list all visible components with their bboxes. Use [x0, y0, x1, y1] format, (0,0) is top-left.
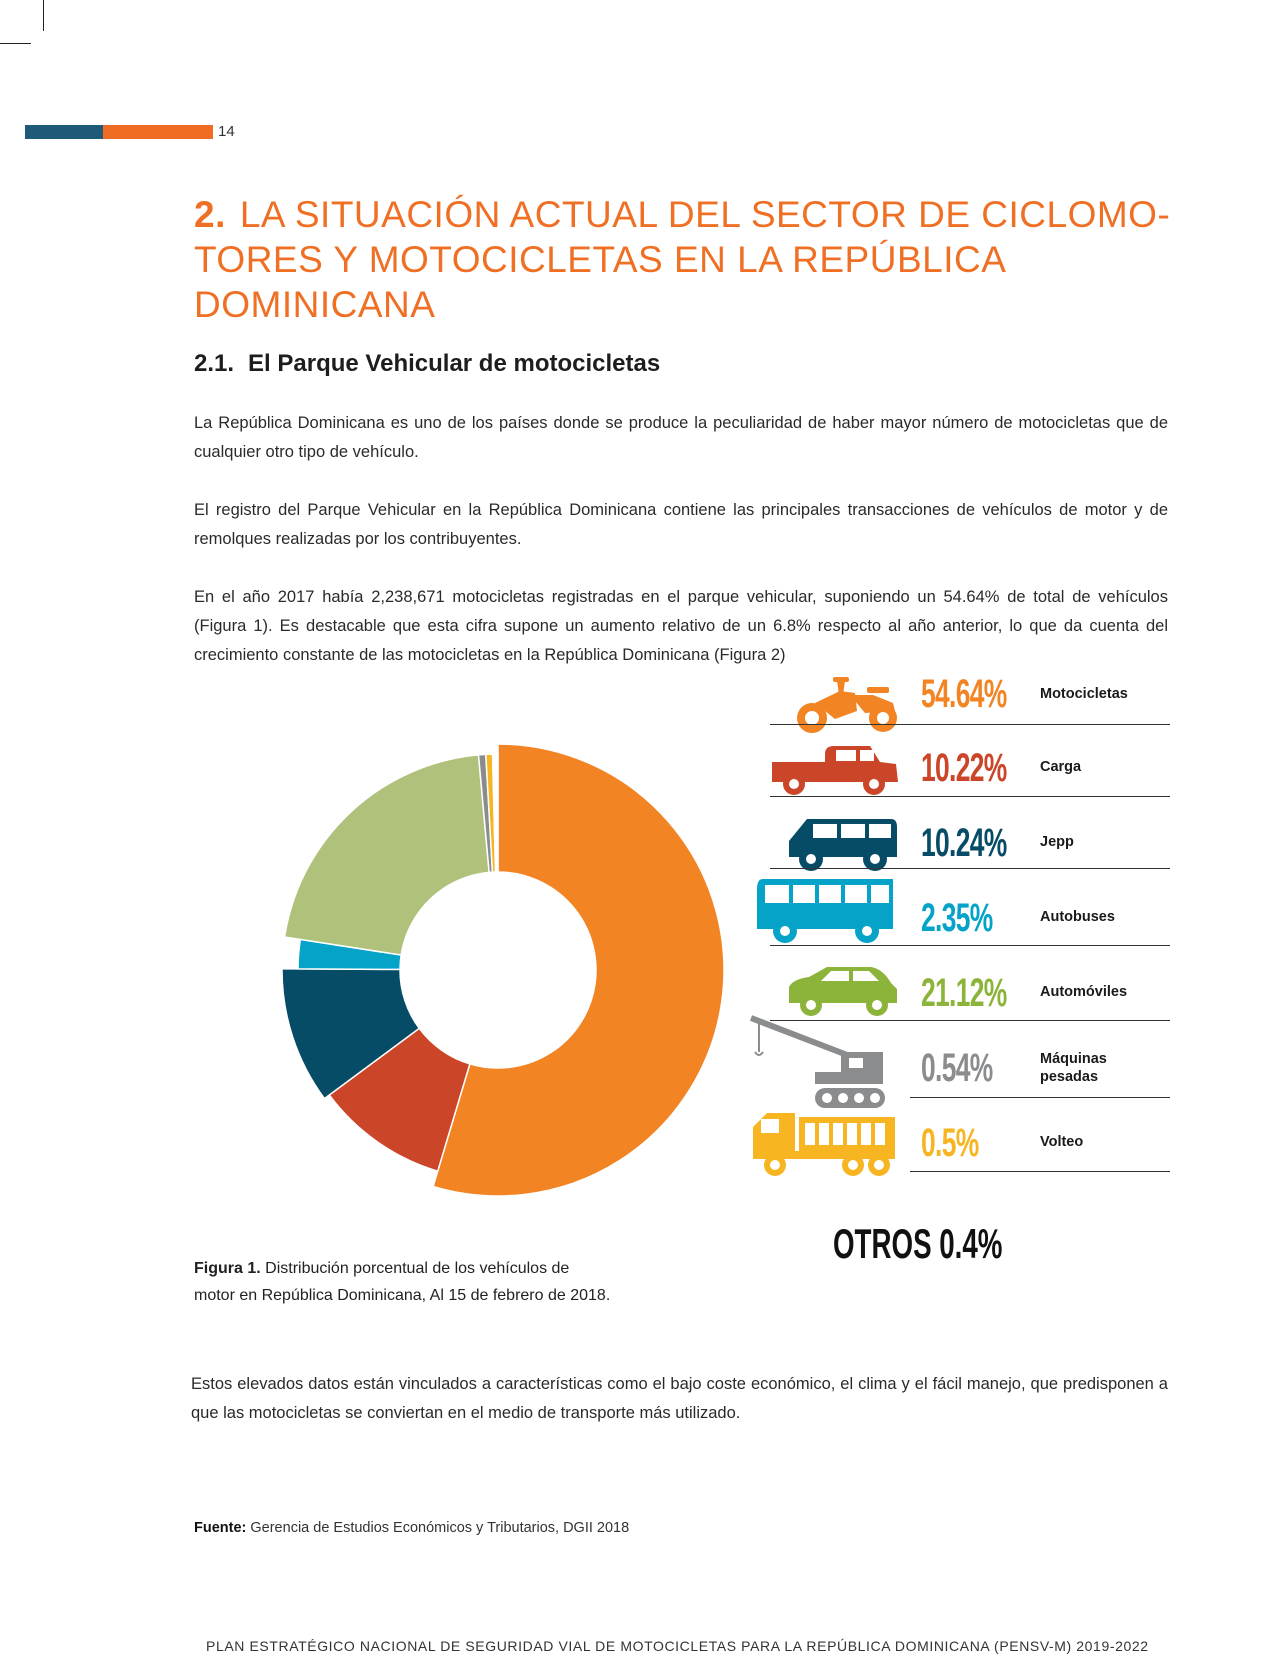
- bus-icon: [757, 879, 893, 943]
- legend-value-carga: 10.22%: [921, 746, 1007, 790]
- legend-value-maquinas: 0.54%: [921, 1046, 993, 1090]
- section-title: 2. LA SITUACIÓN ACTUAL DEL SECTOR DE CICL…: [194, 192, 1174, 327]
- header-bar-orange: [103, 125, 213, 139]
- legend-value-jepp: 10.24%: [921, 821, 1007, 865]
- figure-caption-text: Distribución porcentual de los vehículos…: [194, 1260, 611, 1304]
- crane-icon: [749, 1015, 885, 1108]
- legend-label-autobuses: Autobuses: [1040, 909, 1115, 925]
- subsection-title: 2.1. El Parque Vehicular de motocicletas: [194, 350, 660, 378]
- legend-divider: [770, 868, 1170, 869]
- suv-icon: [789, 819, 897, 871]
- paragraph-3: En el año 2017 había 2,238,671 motocicle…: [194, 588, 1168, 664]
- car-icon: [789, 967, 897, 1016]
- donut-slice-motocicletas: [432, 743, 725, 1197]
- legend-label-automoviles: Automóviles: [1040, 984, 1128, 1000]
- legend-otros-label: OTROS: [833, 1220, 932, 1267]
- donut-slices: [281, 743, 725, 1197]
- legend-otros: OTROS 0.4%: [833, 1220, 1002, 1268]
- legend-label-motocicletas: Motocicletas: [1040, 686, 1128, 702]
- legend-otros-value: 0.4%: [939, 1220, 1003, 1267]
- paragraph-1: La República Dominicana es uno de los pa…: [194, 414, 1168, 461]
- figure-caption-prefix: Figura 1.: [194, 1260, 261, 1277]
- chart-legend: 54.64% Motocicletas 10.22% Carga: [749, 672, 1170, 1275]
- header-bar-blue: [25, 125, 103, 139]
- legend-divider: [770, 796, 1170, 797]
- legend-value-motocicletas: 54.64%: [921, 672, 1007, 716]
- donut-slice-jepp: [281, 967, 421, 1100]
- source-note: Fuente: Gerencia de Estudios Económicos …: [194, 1520, 629, 1536]
- legend-divider: [770, 1020, 1170, 1021]
- figure-caption: Figura 1. Distribución porcentual de los…: [194, 1255, 614, 1309]
- section-title-text: LA SITUACIÓN ACTUAL DEL SECTOR DE CICLOM…: [194, 194, 1171, 325]
- source-text: Gerencia de Estudios Económicos y Tribut…: [250, 1520, 630, 1536]
- legend-label-jepp: Jepp: [1040, 834, 1074, 850]
- subsection-title-text: El Parque Vehicular de motocicletas: [248, 350, 661, 377]
- motorcycle-icon: [797, 677, 897, 733]
- section-number: 2.: [194, 194, 226, 235]
- paragraph-4: Estos elevados datos están vinculados a …: [191, 1375, 1168, 1422]
- page-footer: PLAN ESTRATÉGICO NACIONAL DE SEGURIDAD V…: [206, 1638, 1149, 1654]
- crop-mark-vertical: [43, 0, 44, 31]
- legend-label-carga: Carga: [1040, 759, 1082, 775]
- donut-slice-autom-viles: [283, 754, 490, 956]
- legend-divider: [910, 1171, 1170, 1172]
- page-header-bar: [25, 125, 213, 139]
- legend-value-automoviles: 21.12%: [921, 971, 1007, 1015]
- donut-chart: [281, 743, 725, 1197]
- legend-value-autobuses: 2.35%: [921, 896, 993, 940]
- subsection-number: 2.1.: [194, 350, 235, 377]
- pickup-truck-icon: [772, 746, 898, 795]
- paragraph-2: El registro del Parque Vehicular en la R…: [194, 501, 1168, 548]
- source-prefix: Fuente:: [194, 1520, 247, 1536]
- dump-truck-icon: [753, 1113, 895, 1176]
- legend-divider: [770, 945, 1170, 946]
- legend-divider: [770, 724, 1170, 725]
- page-number: 14: [218, 123, 235, 140]
- legend-divider: [910, 1097, 1170, 1098]
- legend-label-maquinas: Máquinas pesadas: [1040, 1051, 1107, 1085]
- legend-label-volteo: Volteo: [1040, 1134, 1084, 1150]
- legend-value-volteo: 0.5%: [921, 1121, 979, 1165]
- donut-slice-otros: [491, 753, 499, 873]
- crop-mark-horizontal: [0, 43, 31, 44]
